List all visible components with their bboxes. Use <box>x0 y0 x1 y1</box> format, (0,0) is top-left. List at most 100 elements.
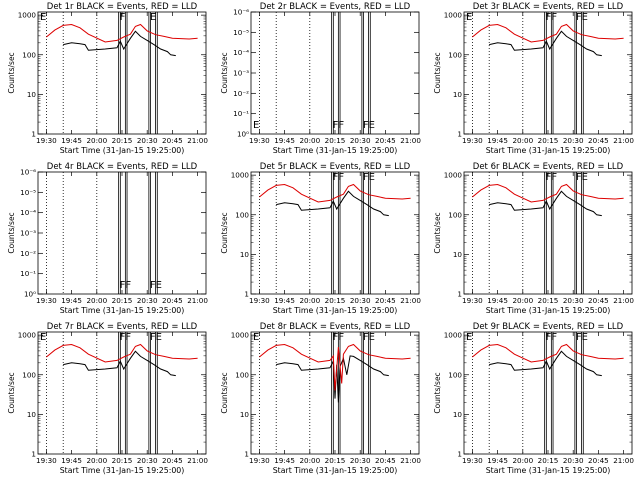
events-series-line <box>63 30 176 57</box>
flag-label: FE <box>150 332 162 343</box>
x-tick-label: 20:00 <box>512 456 533 465</box>
flag-label: E <box>466 332 472 343</box>
chart-panel-4: Det 4r BLACK = Events, RED = LLD 19:30 19:… <box>0 160 213 320</box>
x-tick-label: 20:45 <box>375 136 396 145</box>
x-axis-label: Start Time (31-Jan-15 19:25:00) <box>273 306 398 315</box>
x-tick-label: 19:30 <box>249 136 270 145</box>
flag-label: FF <box>333 120 345 131</box>
x-axis-label: Start Time (31-Jan-15 19:25:00) <box>273 466 398 475</box>
chart-svg-4: Det 4r BLACK = Events, RED = LLD 19:30 19:… <box>7 162 208 315</box>
x-tick-label: 20:00 <box>512 296 533 305</box>
flag-label: FF <box>120 332 132 343</box>
x-tick-label: 19:45 <box>487 296 508 305</box>
y-tick-label: 10⁰ <box>237 130 249 139</box>
x-axis-label: Start Time (31-Jan-15 19:25:00) <box>60 146 185 155</box>
flag-label: E <box>40 332 46 343</box>
x-tick-label: 20:45 <box>162 136 183 145</box>
lld-series-line <box>472 183 624 203</box>
chart-svg-6: Det 6r BLACK = Events, RED = LLD 19:30 19:… <box>433 162 634 315</box>
chart-panel-5: Det 5r BLACK = Events, RED = LLD 19:30 19:… <box>213 160 426 320</box>
chart-panel-8: Det 8r BLACK = Events, RED = LLD 19:30 19:… <box>213 320 426 480</box>
y-tick-label: 10⁻⁶ <box>20 168 36 177</box>
flag-label: F <box>120 12 126 23</box>
x-tick-label: 19:45 <box>274 456 295 465</box>
y-axis-label: Counts/sec <box>7 212 16 253</box>
x-tick-label: 21:00 <box>400 296 421 305</box>
x-axis-label: Start Time (31-Jan-15 19:25:00) <box>60 466 185 475</box>
flag-label: E <box>150 12 156 23</box>
x-tick-label: 20:30 <box>137 296 158 305</box>
x-tick-label: 19:45 <box>274 136 295 145</box>
lld-series-line <box>46 23 198 43</box>
x-tick-label: 19:30 <box>249 456 270 465</box>
y-axis-label: Counts/sec <box>220 212 229 253</box>
chart-title: Det 1r BLACK = Events, RED = LLD <box>47 2 198 12</box>
y-tick-label: 100 <box>22 50 36 59</box>
x-tick-label: 21:00 <box>613 296 634 305</box>
y-tick-label: 100 <box>22 370 36 379</box>
y-tick-label: 10 <box>27 90 37 99</box>
x-tick-label: 20:15 <box>112 136 133 145</box>
flag-label: FE <box>363 172 375 183</box>
x-tick-label: 19:30 <box>249 296 270 305</box>
x-tick-label: 20:00 <box>299 296 320 305</box>
chart-svg-3: Det 3r BLACK = Events, RED = LLD 19:30 19:… <box>433 2 634 155</box>
events-series-line <box>489 350 602 377</box>
flag-label: FF <box>333 172 345 183</box>
x-tick-label: 20:15 <box>112 456 133 465</box>
flag-label: E <box>253 120 259 131</box>
lld-series-line <box>259 183 411 203</box>
events-series-line <box>489 190 602 217</box>
x-tick-label: 21:00 <box>187 296 208 305</box>
y-tick-label: 10 <box>453 410 463 419</box>
chart-panel-3: Det 3r BLACK = Events, RED = LLD 19:30 19:… <box>426 0 639 160</box>
y-tick-label: 1 <box>244 290 249 299</box>
events-series-line <box>276 190 389 217</box>
chart-title: Det 4r BLACK = Events, RED = LLD <box>47 162 198 172</box>
y-axis-label: Counts/sec <box>433 212 442 253</box>
y-axis-label: Counts/sec <box>7 372 16 413</box>
x-tick-label: 20:30 <box>563 296 584 305</box>
flag-label: FF <box>120 280 132 291</box>
x-tick-label: 19:30 <box>462 456 483 465</box>
chart-panel-7: Det 7r BLACK = Events, RED = LLD 19:30 19:… <box>0 320 213 480</box>
flag-label: FE <box>576 332 588 343</box>
x-tick-label: 20:30 <box>137 136 158 145</box>
x-tick-label: 20:45 <box>162 296 183 305</box>
x-tick-label: 20:30 <box>350 456 371 465</box>
x-tick-label: 20:15 <box>538 296 559 305</box>
chart-panel-9: Det 9r BLACK = Events, RED = LLD 19:30 19:… <box>426 320 639 480</box>
x-tick-label: 21:00 <box>613 456 634 465</box>
events-series-line <box>63 350 176 377</box>
x-tick-label: 21:00 <box>613 136 634 145</box>
chart-title: Det 5r BLACK = Events, RED = LLD <box>260 162 411 172</box>
chart-svg-9: Det 9r BLACK = Events, RED = LLD 19:30 19:… <box>433 322 634 475</box>
y-tick-label: 1000 <box>444 171 463 180</box>
x-tick-label: 19:30 <box>36 136 57 145</box>
chart-title: Det 6r BLACK = Events, RED = LLD <box>473 162 624 172</box>
y-tick-label: 10 <box>240 250 250 259</box>
x-tick-label: 19:45 <box>487 136 508 145</box>
y-axis-label: Counts/sec <box>220 372 229 413</box>
y-tick-label: 10⁻⁵ <box>20 188 36 197</box>
y-tick-label: 10 <box>27 410 37 419</box>
y-tick-label: 10⁻³ <box>233 69 249 78</box>
flag-label: E <box>253 332 259 343</box>
x-tick-label: 20:45 <box>162 456 183 465</box>
flag-label: FF <box>546 332 558 343</box>
y-tick-label: 10 <box>453 90 463 99</box>
x-tick-label: 19:30 <box>462 296 483 305</box>
y-tick-label: 10 <box>453 250 463 259</box>
y-tick-label: 1000 <box>231 171 250 180</box>
x-tick-label: 20:15 <box>538 456 559 465</box>
flag-label: E <box>466 12 472 23</box>
y-tick-label: 1000 <box>18 11 37 20</box>
chart-panel-2: Det 2r BLACK = Events, RED = LLD 19:30 19:… <box>213 0 426 160</box>
flag-label: FF <box>546 12 558 23</box>
y-tick-label: 1000 <box>444 11 463 20</box>
lld-series-line <box>472 343 624 363</box>
y-tick-label: 1 <box>31 130 36 139</box>
x-tick-label: 19:30 <box>36 456 57 465</box>
chart-title: Det 2r BLACK = Events, RED = LLD <box>260 2 411 12</box>
